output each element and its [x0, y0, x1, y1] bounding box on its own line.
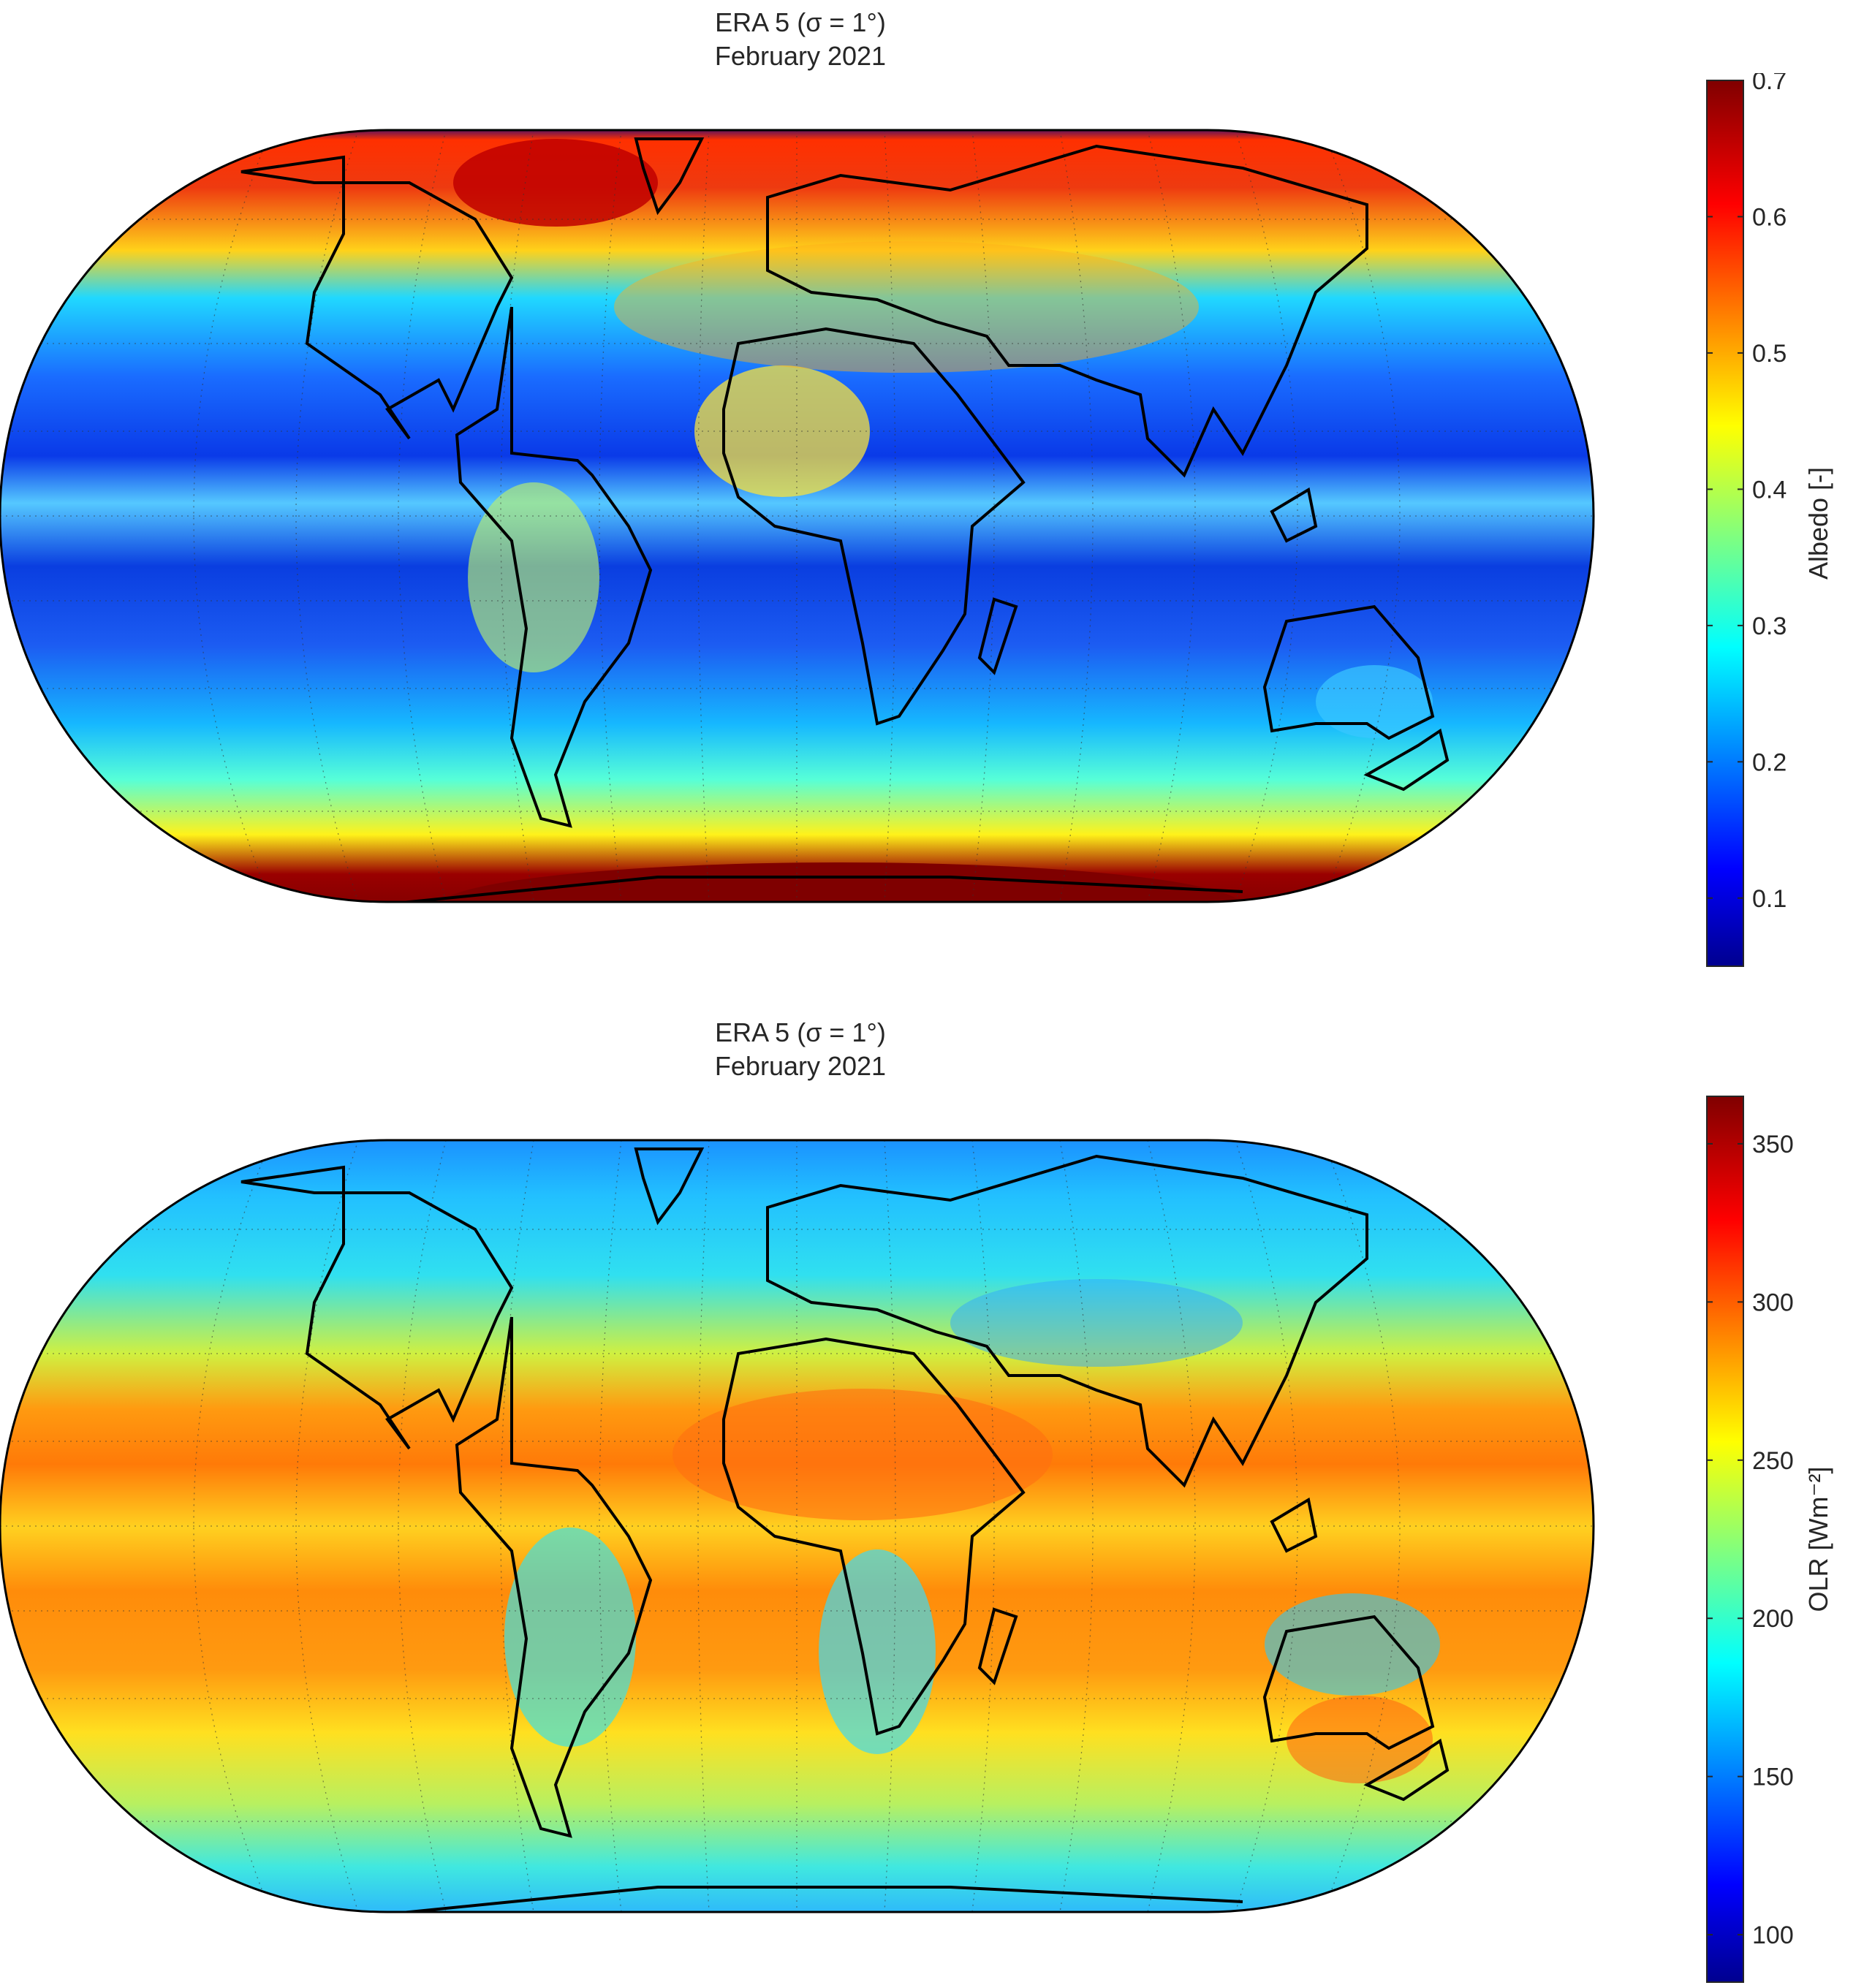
albedo-coastlines	[240, 137, 1450, 902]
albedo-colorbar-tick-label: 0.1	[1752, 885, 1787, 913]
olr-colorbar-tick-label: 350	[1752, 1131, 1794, 1158]
albedo-map	[0, 129, 1595, 903]
olr-coastlines	[240, 1147, 1450, 1912]
albedo-colorbar-tick-label: 0.7	[1752, 73, 1787, 95]
olr-colorbar: 100 150 200 250 300 350 OLR [Wm⁻²]	[1706, 1096, 1833, 1983]
albedo-colorbar-tick-label: 0.2	[1752, 748, 1787, 776]
olr-map	[0, 1139, 1595, 1913]
albedo-title-line1: ERA 5 (σ = 1°)	[715, 7, 886, 37]
olr-panel: ERA 5 (σ = 1°) February 2021	[0, 1016, 1864, 1988]
olr-colorbar-tick-label: 200	[1752, 1605, 1794, 1633]
albedo-title: ERA 5 (σ = 1°) February 2021	[0, 6, 1601, 73]
olr-colorbar-tick-label: 250	[1752, 1447, 1794, 1475]
olr-colorbar-tick-label: 150	[1752, 1764, 1794, 1791]
olr-title: ERA 5 (σ = 1°) February 2021	[0, 1016, 1601, 1083]
olr-colorbar-tick-label: 100	[1752, 1921, 1794, 1949]
albedo-colorbar: 0.1 0.2 0.3 0.4 0.5 0.6 0.7 Albedo [-]	[1706, 73, 1833, 967]
albedo-colorbar-tick-label: 0.3	[1752, 612, 1787, 640]
albedo-colorbar-tick-label: 0.5	[1752, 340, 1787, 368]
olr-title-line2: February 2021	[714, 1051, 887, 1081]
olr-title-line1: ERA 5 (σ = 1°)	[715, 1017, 886, 1047]
albedo-panel: ERA 5 (σ = 1°) February 2021	[0, 0, 1864, 987]
albedo-colorbar-label: Albedo [-]	[1803, 467, 1833, 580]
olr-colorbar-label: OLR [Wm⁻²]	[1803, 1467, 1833, 1612]
albedo-title-line2: February 2021	[714, 41, 887, 71]
olr-colorbar-tick-label: 300	[1752, 1289, 1794, 1316]
albedo-colorbar-tick-label: 0.6	[1752, 203, 1787, 231]
albedo-colorbar-tick-label: 0.4	[1752, 476, 1787, 504]
